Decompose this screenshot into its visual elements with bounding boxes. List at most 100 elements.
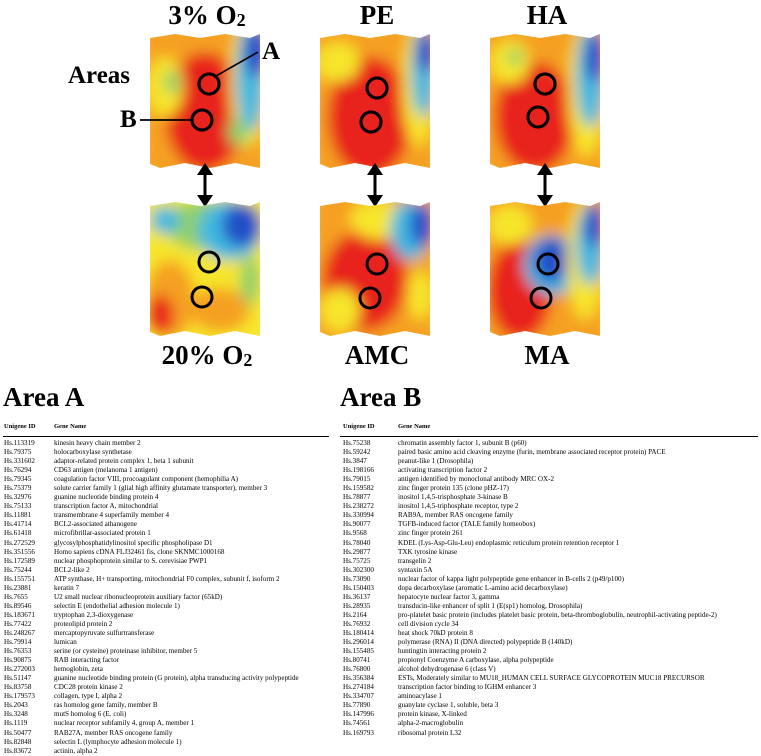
gene-name: ribosomal protein L32 — [398, 728, 462, 737]
gene-name: nuclear receptor subfamily 4, group A, m… — [54, 719, 195, 728]
gene-name: CDC28 protein kinase 2 — [54, 683, 123, 692]
gene-name: paired basic amino acid cleaving enzyme … — [398, 448, 666, 457]
table-row: Hs.75244 BCL2-like 2 — [4, 566, 299, 575]
gene-name: transcription factor A, mitochondrial — [54, 502, 159, 511]
table-row: Hs.155485 huntingtin interacting protein … — [343, 647, 717, 656]
circle-area-a-ha — [533, 72, 557, 96]
gene-name: hepatocyte nuclear factor 3, gamma — [398, 592, 500, 601]
table-row: Hs.36137 hepatocyte nuclear factor 3, gam… — [343, 593, 717, 602]
gene-name: ESTs, Moderately similar to MU18_HUMAN C… — [398, 674, 705, 683]
gene-name: alpha-2-macroglobulin — [398, 719, 464, 728]
unigene-id: Hs.1119 — [4, 719, 28, 728]
table-row: Hs.82848 selectin L (lymphocyte adhesion … — [4, 738, 299, 747]
gene-name: activating transcription factor 2 — [398, 466, 488, 475]
unigene-id: Hs.29877 — [343, 547, 371, 556]
unigene-id: Hs.179573 — [4, 692, 35, 701]
unigene-id: Hs.51147 — [4, 674, 32, 683]
unigene-id: Hs.83672 — [4, 746, 32, 755]
table-row: Hs.76932 cell division cycle 34 — [343, 620, 717, 629]
unigene-id: Hs.59242 — [343, 448, 371, 457]
unigene-id: Hs.79914 — [4, 638, 32, 647]
table-row: Hs.23881 keratin 7 — [4, 584, 299, 593]
table-row: Hs.41714 BCL2-associated athanogene — [4, 520, 299, 529]
unigene-id: Hs.75725 — [343, 556, 371, 565]
gene-name: peanut-like 1 (Drosophila) — [398, 457, 474, 466]
table-row: Hs.75725 transgelin 2 — [343, 557, 717, 566]
table-row: Hs.2043 ras homolog gene family, member B — [4, 701, 299, 710]
gene-name: ras homolog gene family, member B — [54, 701, 158, 710]
table-row: Hs.7655 U2 small nuclear ribonucleoprotei… — [4, 593, 299, 602]
unigene-id: Hs.41714 — [4, 520, 32, 529]
gene-name: selectin L (lymphocyte adhesion molecule… — [54, 737, 182, 746]
unigene-id: Hs.113319 — [4, 439, 35, 447]
table-row: Hs.75379 solute carrier family 1 (glial h… — [4, 484, 299, 493]
table-row: Hs.179573 collagen, type I, alpha 2 — [4, 692, 299, 701]
gene-name: syntaxin 5A — [398, 565, 433, 574]
table-row: Hs.77422 proteolipid protein 2 — [4, 620, 299, 629]
area-b-title: Area B — [340, 382, 422, 412]
callout-a-label: A — [262, 38, 281, 65]
double-arrow-icon — [197, 163, 213, 207]
panel-label-ma: MA — [524, 340, 570, 370]
unigene-id: Hs.89546 — [4, 601, 32, 610]
table-row: Hs.79375 holocarboxylase synthetase — [4, 448, 299, 457]
gene-name: heat shock 70kD protein 8 — [398, 628, 473, 637]
gene-name: inositol 1,4,5-trisphosphate 3-kinase B — [398, 493, 508, 502]
gene-name: transgelin 2 — [398, 556, 432, 565]
gene-name: huntingtin interacting protein 2 — [398, 647, 487, 656]
unigene-id: Hs.238272 — [343, 502, 374, 511]
gene-name: BCL2-like 2 — [54, 565, 90, 574]
table-row: Hs.83758 CDC28 protein kinase 2 — [4, 683, 299, 692]
table-row: Hs.155751 ATP synthase, H+ transporting, … — [4, 575, 299, 584]
table-row: Hs.9568 zinc finger protein 261 — [343, 529, 717, 538]
gene-name: keratin 7 — [54, 583, 80, 592]
unigene-id: Hs.76353 — [4, 647, 32, 656]
unigene-id: Hs.356384 — [343, 674, 374, 683]
circle-area-b-3pct — [190, 108, 214, 132]
table-row: Hs.76294 CD63 antigen (melanoma 1 antigen… — [4, 466, 299, 475]
table-row: Hs.75238 chromatin assembly factor 1, sub… — [343, 439, 717, 448]
heatmap-ma — [490, 200, 600, 338]
table-row: Hs.2164 pro-platelet basic protein (inclu… — [343, 611, 717, 620]
unigene-id: Hs.331602 — [4, 457, 35, 466]
table-row: Hs.79914 lumican — [4, 638, 299, 647]
table-row: Hs.59242 paired basic amino acid cleaving… — [343, 448, 717, 457]
unigene-id: Hs.77890 — [343, 701, 371, 710]
panel-label-pe: PE — [359, 0, 395, 30]
unigene-id: Hs.296014 — [343, 638, 374, 647]
table-row: Hs.274184 transcription factor binding to… — [343, 683, 717, 692]
gene-name: RAB interacting factor — [54, 656, 120, 665]
table-row: Hs.83672 actinin, alpha 2 — [4, 747, 299, 756]
gene-name: zinc finger protein 135 (clone pHZ-17) — [398, 484, 509, 493]
unigene-id: Hs.80741 — [343, 656, 371, 665]
table-row: Hs.77890 guanylate cyclase 1, soluble, be… — [343, 701, 717, 710]
gene-name: nuclear factor of kappa light polypeptid… — [398, 574, 624, 583]
area-a-header-id: Unigene ID — [4, 423, 36, 430]
table-row: Hs.198166 activating transcription factor… — [343, 466, 717, 475]
gene-name: U2 small nuclear ribonucleoprotein auxil… — [54, 592, 223, 601]
table-row: Hs.3847 peanut-like 1 (Drosophila) — [343, 457, 717, 466]
unigene-id: Hs.169793 — [343, 728, 374, 737]
unigene-id: Hs.302300 — [343, 565, 374, 574]
gene-name: solute carrier family 1 (glial high affi… — [54, 484, 268, 493]
unigene-id: Hs.73090 — [343, 574, 371, 583]
gene-name: BCL2-associated athanogene — [54, 520, 137, 529]
table-row: Hs.272003 hemoglobin, zeta — [4, 665, 299, 674]
gene-name: inositol 1,4,5-triphosphate receptor, ty… — [398, 502, 519, 511]
unigene-id: Hs.274184 — [343, 683, 374, 692]
unigene-id: Hs.9568 — [343, 529, 367, 538]
unigene-id: Hs.147996 — [343, 710, 374, 719]
panel-label-ha: HA — [526, 0, 568, 30]
unigene-id: Hs.36137 — [343, 592, 371, 601]
area-a-table: Hs.113319 kinesin heavy chain member 2 Hs.… — [4, 439, 299, 756]
gene-name: kinesin heavy chain member 2 — [54, 439, 141, 447]
unigene-id: Hs.32976 — [4, 493, 32, 502]
gene-name: CD63 antigen (melanoma 1 antigen) — [54, 466, 158, 475]
unigene-id: Hs.155485 — [343, 647, 374, 656]
table-row: Hs.79015 antigen identified by monoclonal… — [343, 475, 717, 484]
area-a-header-name: Gene Name — [54, 423, 87, 430]
gene-name: transducin-like enhancer of split 1 (E(s… — [398, 601, 583, 610]
circle-area-b-ha — [526, 105, 550, 129]
gene-name: lumican — [54, 638, 77, 647]
gene-name: mercaptopyruvate sulfurtransferase — [54, 628, 155, 637]
